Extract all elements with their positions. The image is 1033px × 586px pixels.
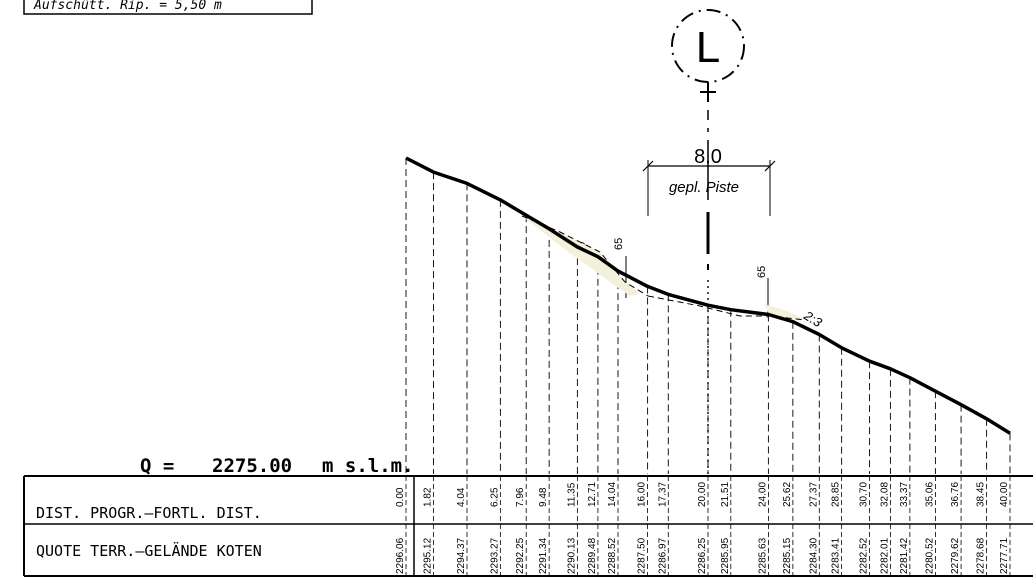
elevation-label: 2279.62: [950, 537, 961, 574]
elevation-label: 2282.01: [879, 537, 890, 574]
distance-label: 27.37: [808, 482, 819, 507]
elevation-label: 2294.37: [456, 537, 467, 574]
distance-label: 11.35: [566, 482, 577, 507]
distance-label: 30.70: [859, 482, 870, 507]
elevation-label: 2296.06: [395, 537, 406, 574]
station-lines: [405, 158, 1011, 474]
distance-label: 20.00: [697, 482, 708, 507]
distance-label: 36.76: [950, 482, 961, 507]
header-box: Aufschütt. Rip. = 5,50 m: [23, 0, 313, 15]
elevation-label: 2280.52: [924, 537, 935, 574]
q-value: 2275.00: [212, 455, 292, 477]
elevation-label: 2282.52: [859, 537, 870, 574]
distance-label: 1.82: [422, 487, 433, 507]
distance-label: 7.96: [515, 487, 526, 507]
axis-letter: L: [696, 23, 720, 72]
header-text: Aufschütt. Rip. = 5,50 m: [33, 0, 222, 13]
distance-label: 28.85: [831, 482, 842, 507]
elevation-label: 2287.50: [637, 537, 648, 574]
elevation-label: 2283.41: [831, 537, 842, 574]
elevation-label: 2288.52: [607, 537, 618, 574]
terrain-profile: [405, 156, 1011, 435]
distance-label: 6.25: [489, 487, 500, 507]
distance-label: 40.00: [999, 482, 1010, 507]
elevation-label: 2291.34: [538, 537, 549, 574]
reference-elevation: Q = 2275.00 m s.l.m.: [140, 455, 414, 477]
distance-label: 12.71: [587, 482, 598, 507]
q-unit: m s.l.m.: [322, 455, 414, 477]
elevation-label: 2295.12: [422, 537, 433, 574]
distance-label: 38.45: [976, 482, 987, 507]
elevation-label: 2290.13: [566, 537, 577, 574]
distance-label: 9.48: [538, 487, 549, 507]
distance-label: 4.04: [456, 487, 467, 507]
elevation-label: 2285.95: [720, 537, 731, 574]
elevation-label: 2285.63: [757, 537, 768, 574]
distance-label: 0.00: [395, 487, 406, 507]
distance-label: 33.37: [899, 482, 910, 507]
piste-dimension: 8.0 gepl. Piste: [642, 146, 776, 216]
elevation-label: 2284.30: [808, 537, 819, 574]
elevation-label: 2286.97: [657, 537, 668, 574]
distance-label: 16.00: [637, 482, 648, 507]
distance-label: 17.37: [657, 482, 668, 507]
distance-label: 24.00: [757, 482, 768, 507]
elevation-label: 2289.48: [587, 537, 598, 574]
distance-label: 25.62: [782, 482, 793, 507]
distance-label: 21.51: [720, 482, 731, 507]
distance-label: 32.08: [879, 482, 890, 507]
left-slope-dim: 65: [613, 238, 625, 250]
row1-label: DIST. PROGR.–FORTL. DIST.: [36, 504, 262, 522]
table-values: 0.00 2296.06 1.82 2295.12 4.04 2294.37 6.25 229…: [395, 476, 1011, 576]
elevation-label: 2293.27: [489, 537, 500, 574]
elevation-label: 2292.25: [515, 537, 526, 574]
row2-label: QUOTE TERR.–GELÄNDE KOTEN: [36, 541, 262, 560]
piste-width-label: 8.0: [694, 146, 722, 168]
axis-marker: L: [671, 9, 745, 102]
distance-label: 35.06: [924, 482, 935, 507]
right-slope-dim: 65: [756, 266, 768, 278]
elevation-label: 2285.15: [782, 537, 793, 574]
elevation-label: 2278.68: [976, 537, 987, 574]
piste-name-label: gepl. Piste: [669, 179, 739, 196]
distance-label: 14.04: [607, 482, 618, 507]
q-label: Q =: [140, 455, 174, 477]
elevation-label: 2281.42: [899, 537, 910, 574]
elevation-label: 2286.25: [697, 537, 708, 574]
data-table: DIST. PROGR.–FORTL. DIST. QUOTE TERR.–GE…: [23, 475, 1033, 577]
elevation-label: 2277.71: [999, 537, 1010, 574]
